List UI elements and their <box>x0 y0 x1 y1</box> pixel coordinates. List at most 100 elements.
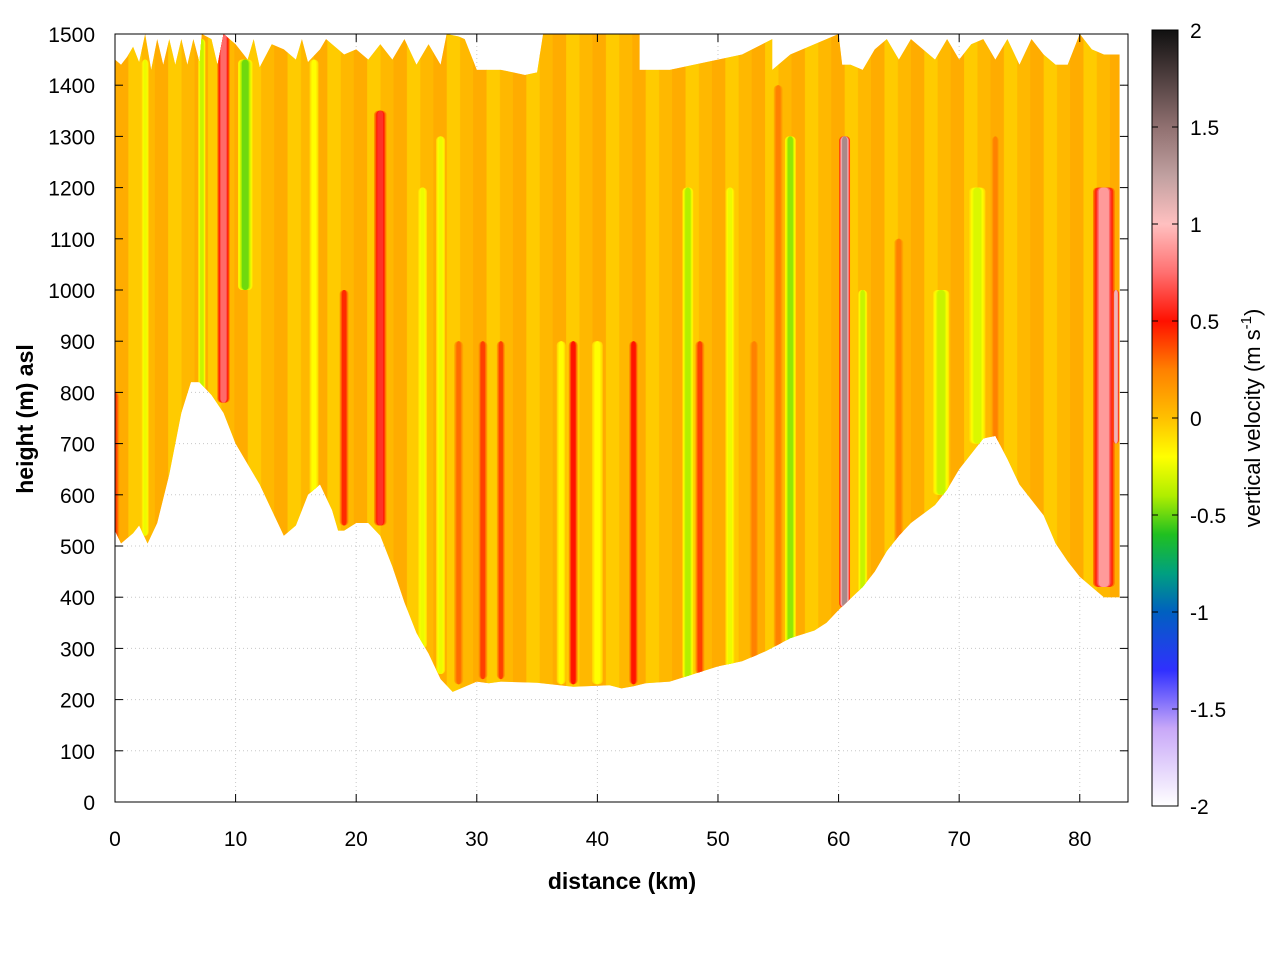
downdraft-column <box>787 136 793 644</box>
colorbar-title-close: ) <box>1240 309 1265 316</box>
field-band <box>738 34 753 692</box>
colorbar-title-main: vertical velocity (m s <box>1240 329 1265 527</box>
field-band <box>605 34 620 692</box>
colorbar: -2 -1.5 -1 -0.5 0 0.5 1 1.5 2 vertical velocity … <box>1151 20 1265 819</box>
y-tick-label: 100 <box>60 741 95 764</box>
field-band <box>1043 34 1058 692</box>
colorbar-ticks: -2 -1.5 -1 -0.5 0 0.5 1 1.5 2 <box>1152 20 1226 819</box>
y-tick-label: 600 <box>60 485 95 508</box>
field-band <box>459 34 474 692</box>
updraft-column <box>220 34 227 403</box>
x-tick-label: 10 <box>224 828 247 851</box>
updraft-column <box>571 341 576 685</box>
downdraft-column <box>311 59 317 495</box>
y-tick-label: 400 <box>60 587 95 610</box>
colorbar-tick-label: 2 <box>1190 20 1202 43</box>
updraft-column <box>456 341 461 685</box>
x-axis: 0 10 20 30 40 50 60 70 80 <box>109 34 1091 851</box>
downdraft-column <box>143 59 147 536</box>
colorbar-tick-label: 0.5 <box>1190 311 1219 334</box>
x-tick-label: 50 <box>706 828 729 851</box>
field-band <box>1056 34 1071 692</box>
updraft-column <box>115 392 118 546</box>
x-tick-label: 80 <box>1068 828 1091 851</box>
y-tick-label: 900 <box>60 331 95 354</box>
field-band <box>1070 34 1084 692</box>
downdraft-column <box>559 341 564 685</box>
field-band <box>871 34 885 692</box>
colorbar-title-superscript: -1 <box>1238 316 1255 329</box>
colorbar-tick-label: 1 <box>1190 214 1202 237</box>
field-band <box>539 34 554 692</box>
colorbar-tick-label: -1 <box>1190 602 1209 625</box>
field-band <box>327 34 342 692</box>
colorbar-tick-label: 0 <box>1190 408 1202 431</box>
field-band <box>128 34 143 692</box>
y-axis-title: height (m) asl <box>12 344 38 494</box>
colorbar-tick-label: 1.5 <box>1190 117 1219 140</box>
downdraft-column <box>973 187 982 444</box>
downdraft-column <box>594 341 600 685</box>
field-band <box>1003 34 1018 692</box>
field-band <box>406 34 421 692</box>
plot-frame <box>114 33 1129 803</box>
downdraft-column <box>241 59 249 290</box>
updraft-column <box>499 341 503 680</box>
field-band <box>1017 34 1031 692</box>
downdraft-column <box>937 290 945 495</box>
field-band <box>168 34 182 692</box>
field-band <box>512 34 527 692</box>
updraft-column <box>1098 187 1109 587</box>
downdraft-column <box>727 187 733 669</box>
x-axis-title: distance (km) <box>548 868 696 894</box>
y-tick-label: 1200 <box>48 178 95 201</box>
velocity-field <box>115 34 1137 802</box>
y-tick-label: 300 <box>60 638 95 661</box>
field-band <box>804 34 819 692</box>
field-band <box>1030 34 1045 692</box>
field-band <box>287 34 302 692</box>
field-band <box>181 34 196 692</box>
x-tick-label: 30 <box>465 828 488 851</box>
y-tick-label: 800 <box>60 382 95 405</box>
updraft-column <box>697 341 702 674</box>
y-axis: 0 100 200 300 400 500 600 700 800 900 1000 1100 1200… <box>48 24 1128 815</box>
field-band <box>711 34 726 692</box>
y-tick-label: 1400 <box>48 75 95 98</box>
colorbar-tick-label: -1.5 <box>1190 699 1226 722</box>
field-band <box>658 34 673 692</box>
colorbar-tick-label: -2 <box>1190 796 1209 819</box>
field-band <box>526 34 540 692</box>
y-tick-label: 1300 <box>48 126 95 149</box>
field-band <box>486 34 501 692</box>
field-band <box>910 34 925 692</box>
x-tick-label: 70 <box>947 828 970 851</box>
field-band <box>579 34 594 692</box>
updraft-column <box>842 136 848 608</box>
updraft-column <box>480 341 485 680</box>
downdraft-column <box>860 290 865 598</box>
x-tick-label: 0 <box>109 828 121 851</box>
x-tick-label: 20 <box>345 828 368 851</box>
downdraft-column <box>420 187 425 649</box>
updraft-column <box>993 136 998 444</box>
updraft-column <box>776 85 781 649</box>
updraft-column <box>342 290 347 526</box>
y-tick-label: 1500 <box>48 24 95 47</box>
y-tick-label: 1000 <box>48 280 95 303</box>
field-band <box>274 34 288 692</box>
field-band <box>1123 34 1137 802</box>
updraft-column <box>631 341 636 685</box>
updraft-column <box>896 238 901 547</box>
field-band <box>818 34 832 692</box>
downdraft-column <box>685 187 691 680</box>
y-tick-label: 200 <box>60 690 95 713</box>
field-band <box>393 34 408 692</box>
x-tick-label: 40 <box>586 828 609 851</box>
y-tick-label: 1100 <box>50 229 95 252</box>
y-tick-label: 0 <box>83 792 95 815</box>
y-tick-label: 500 <box>60 536 95 559</box>
field-band <box>154 34 169 692</box>
updraft-column <box>377 110 384 526</box>
